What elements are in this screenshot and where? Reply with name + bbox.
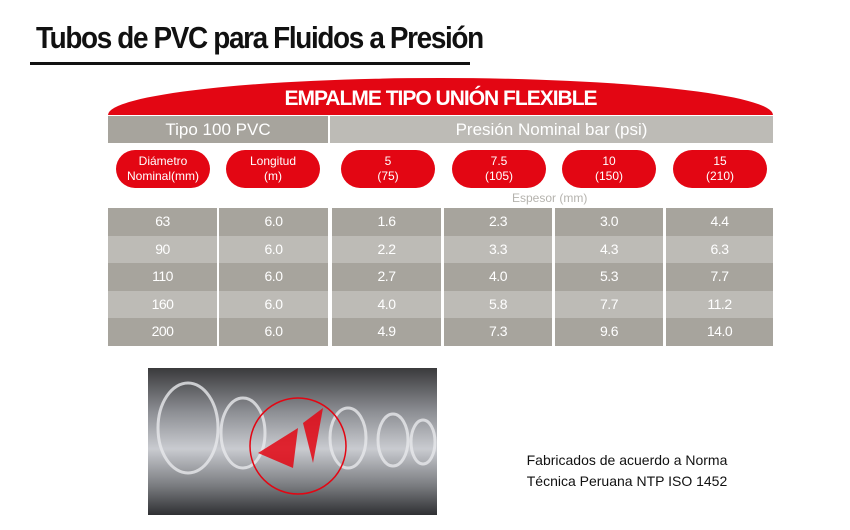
table-cell: 2.7	[332, 263, 441, 291]
column-header-pill: 15 (210)	[673, 150, 767, 188]
column-header-line1: 7.5	[490, 154, 508, 168]
seal-ring-highlight	[249, 397, 347, 495]
column-header-line1: 15	[713, 154, 727, 168]
table-column: 3.0 4.3 5.3 7.7 9.6	[555, 208, 663, 346]
column-header-line2: (150)	[594, 169, 623, 183]
group-header-tipo: Tipo 100 PVC	[108, 116, 328, 143]
table-cell: 6.0	[219, 235, 328, 264]
table-cell: 6.0	[219, 208, 328, 236]
column-header-line2: (75)	[377, 169, 399, 183]
table-cell: 9.6	[555, 318, 663, 346]
table-cell: 1.6	[332, 208, 441, 236]
table-cell: 4.3	[555, 235, 663, 264]
title-underline	[30, 62, 470, 65]
column-header-line1: Diámetro	[138, 154, 188, 168]
table-column: 6.0 6.0 6.0 6.0 6.0	[219, 208, 328, 346]
table-cell: 14.0	[666, 318, 773, 346]
table-cell: 200	[108, 318, 217, 346]
column-header-line2: (105)	[484, 169, 513, 183]
table-cell: 90	[108, 235, 217, 264]
column-header-line1: 5	[384, 154, 392, 168]
table-cell: 7.7	[555, 290, 663, 319]
table-column: 1.6 2.2 2.7 4.0 4.9	[332, 208, 441, 346]
table-cell: 3.3	[444, 235, 552, 264]
note-line-2: Técnica Peruana NTP ISO 1452	[526, 473, 728, 489]
column-header-pill: 10 (150)	[562, 150, 656, 188]
table-cell: 63	[108, 208, 217, 236]
page-title: Tubos de PVC para Fluidos a Presión	[36, 20, 484, 55]
column-header-line1: 10	[602, 154, 616, 168]
table-cell: 4.0	[444, 263, 552, 291]
table-cell: 7.3	[444, 318, 552, 346]
table-cell: 5.8	[444, 290, 552, 319]
table-column: 63 90 110 160 200	[108, 208, 217, 346]
table-cell: 4.9	[332, 318, 441, 346]
column-header-pill: Longitud (m)	[226, 150, 320, 188]
table-cell: 6.3	[666, 235, 773, 264]
column-header-line2: Nominal(mm)	[127, 169, 199, 183]
column-header-pill: 7.5 (105)	[452, 150, 546, 188]
espesor-label: Espesor (mm)	[512, 191, 588, 205]
column-header-line1: Longitud	[249, 154, 297, 168]
note-line-1: Fabricados de acuerdo a Norma	[526, 452, 728, 468]
table-cell: 3.0	[555, 208, 663, 236]
table-cell: 6.0	[219, 318, 328, 346]
table-cell: 6.0	[219, 290, 328, 319]
pvc-pipes-photo	[148, 368, 437, 515]
table-banner: EMPALME TIPO UNIÓN FLEXIBLE	[108, 78, 773, 115]
table-cell: 110	[108, 263, 217, 291]
column-header-line2: (210)	[705, 169, 734, 183]
column-header-pill: Diámetro Nominal(mm)	[116, 150, 210, 188]
column-header-pill: 5 (75)	[341, 150, 435, 188]
standard-note: Fabricados de acuerdo a Norma Técnica Pe…	[500, 450, 754, 492]
table-cell: 2.2	[332, 235, 441, 264]
group-header-presion: Presión Nominal bar (psi)	[330, 116, 773, 143]
table-cell: 5.3	[555, 263, 663, 291]
table-column: 2.3 3.3 4.0 5.8 7.3	[444, 208, 552, 346]
table-cell: 6.0	[219, 263, 328, 291]
table-cell: 160	[108, 290, 217, 319]
table-cell: 2.3	[444, 208, 552, 236]
table-cell: 7.7	[666, 263, 773, 291]
table-cell: 4.4	[666, 208, 773, 236]
column-header-line2: (m)	[264, 169, 282, 183]
table-column: 4.4 6.3 7.7 11.2 14.0	[666, 208, 773, 346]
table-cell: 4.0	[332, 290, 441, 319]
table-cell: 11.2	[666, 290, 773, 319]
